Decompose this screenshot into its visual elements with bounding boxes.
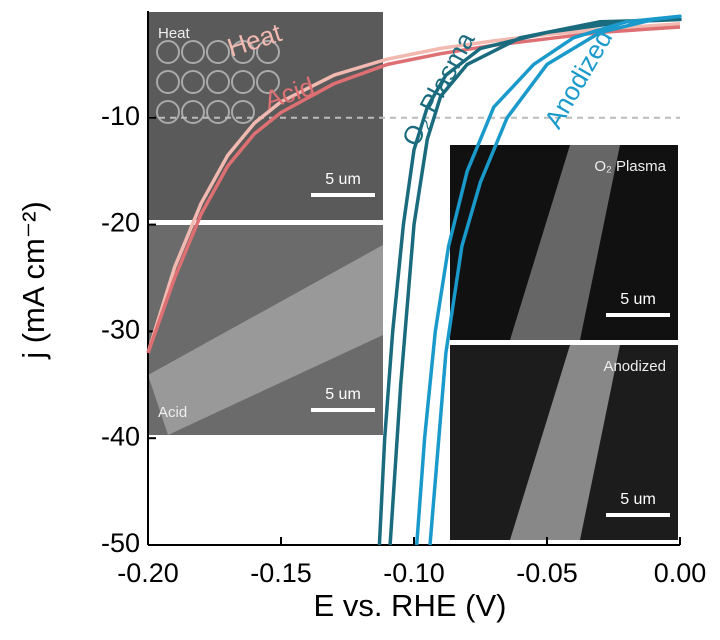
inset-label: Anodized <box>603 358 666 375</box>
scale-bar-label: 5 um <box>325 386 361 403</box>
y-tick-label: -20 <box>101 208 140 238</box>
x-axis-label: E vs. RHE (V) <box>314 588 507 623</box>
series-label: O₂ Plasma <box>396 27 481 151</box>
inset-label: Heat <box>158 25 191 42</box>
x-tick-label: 0.00 <box>654 558 707 588</box>
y-tick-label: -50 <box>101 528 140 558</box>
inset-label: Acid <box>158 404 187 421</box>
x-tick-label: -0.15 <box>250 558 312 588</box>
scale-bar-label: 5 um <box>325 171 361 188</box>
inset-label: O₂ Plasma <box>594 158 666 175</box>
x-tick-label: -0.10 <box>383 558 445 588</box>
x-tick-label: -0.20 <box>117 558 179 588</box>
scale-bar-label: 5 um <box>620 291 656 308</box>
x-tick-label: -0.05 <box>516 558 578 588</box>
y-tick-label: -40 <box>101 421 140 451</box>
chart: Heat 5 um Acid 5 um O₂ Plasma 5 um Anodized 5 u… <box>0 0 720 635</box>
inset: Anodized 5 um <box>450 345 678 540</box>
y-tick-label: -30 <box>101 315 140 345</box>
page: Heat 5 um Acid 5 um O₂ Plasma 5 um Anodized 5 u… <box>0 0 720 640</box>
insets: Heat 5 um Acid 5 um O₂ Plasma 5 um Anodized 5 u… <box>148 12 678 540</box>
y-tick-label: -10 <box>101 101 140 131</box>
y-axis-label: j (mA cm⁻²) <box>16 201 51 360</box>
scale-bar-label: 5 um <box>620 491 656 508</box>
